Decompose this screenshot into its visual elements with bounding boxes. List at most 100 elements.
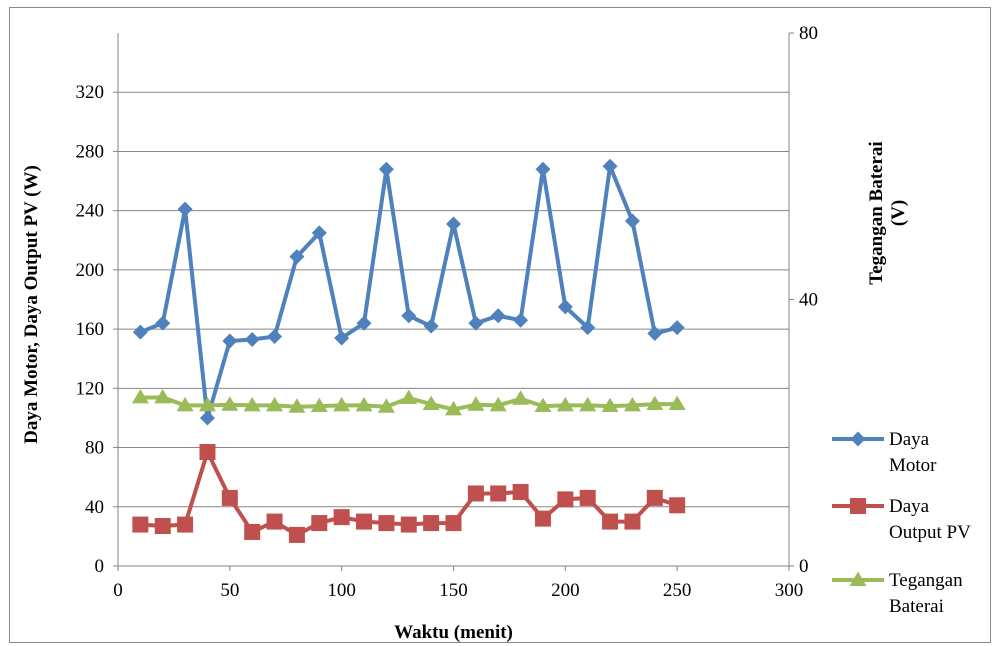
data-point-daya-motor xyxy=(423,318,439,334)
y-tick-label: 320 xyxy=(76,82,105,103)
data-point-tegangan-baterai xyxy=(646,395,664,411)
y-tick-label: 280 xyxy=(76,141,105,162)
data-point-daya-motor xyxy=(401,308,417,324)
legend-label-line: Baterai xyxy=(889,596,944,617)
x-tick-label: 50 xyxy=(220,580,239,601)
data-point-daya-motor xyxy=(378,161,394,177)
data-point-tegangan-baterai xyxy=(579,396,597,412)
x-tick-label: 150 xyxy=(439,580,468,601)
data-point-daya-motor xyxy=(267,329,283,345)
data-point-daya-output-pv xyxy=(154,518,171,535)
data-point-tegangan-baterai xyxy=(355,396,373,412)
legend-label-line: Tegangan xyxy=(889,570,963,591)
x-tick-label: 200 xyxy=(551,580,580,601)
legend-marker-tegangan-baterai xyxy=(849,571,867,586)
data-point-daya-motor xyxy=(490,308,506,324)
data-point-tegangan-baterai xyxy=(176,396,194,412)
legend-label-daya-motor: Daya Motor xyxy=(889,429,937,476)
series-line-daya-motor xyxy=(139,164,678,420)
data-point-tegangan-baterai xyxy=(445,400,462,416)
data-point-daya-output-pv xyxy=(534,510,551,527)
data-point-daya-output-pv xyxy=(467,485,484,502)
data-point-daya-output-pv xyxy=(288,526,305,543)
legend-marker-daya-motor xyxy=(850,431,866,447)
data-point-daya-output-pv xyxy=(512,483,529,500)
data-point-daya-output-pv xyxy=(333,509,350,526)
data-point-daya-motor xyxy=(199,410,215,426)
legend-label-line: Motor xyxy=(889,455,937,476)
data-point-daya-motor xyxy=(557,299,573,315)
data-point-tegangan-baterai xyxy=(601,397,619,413)
data-point-daya-output-pv xyxy=(400,516,417,533)
data-point-daya-output-pv xyxy=(199,443,216,460)
y-tick-label: 120 xyxy=(76,378,105,399)
data-point-tegangan-baterai xyxy=(400,389,418,405)
y2-tick-label: 0 xyxy=(799,556,809,577)
data-point-daya-output-pv xyxy=(356,513,373,530)
data-point-tegangan-baterai xyxy=(668,395,686,411)
data-point-daya-motor xyxy=(177,201,193,217)
data-point-daya-motor xyxy=(222,333,238,349)
y-tick-label: 40 xyxy=(85,497,104,518)
data-point-daya-motor xyxy=(334,330,350,346)
data-point-tegangan-baterai xyxy=(623,396,641,412)
x-axis-title: Waktu (menit) xyxy=(394,622,513,643)
data-point-tegangan-baterai xyxy=(221,396,239,411)
data-point-tegangan-baterai xyxy=(288,398,306,413)
x-tick-label: 250 xyxy=(663,580,692,601)
data-point-daya-motor xyxy=(468,315,484,331)
data-point-daya-output-pv xyxy=(624,513,641,530)
data-point-daya-output-pv xyxy=(378,515,395,532)
y2-axis-title: Tegangan Baterai(V) xyxy=(866,141,909,284)
data-point-daya-motor xyxy=(580,320,596,336)
data-point-daya-motor xyxy=(602,158,618,174)
data-point-daya-output-pv xyxy=(557,491,574,508)
x-tick-label: 300 xyxy=(775,580,804,601)
legend-label-daya-output-pv: Daya Output PV xyxy=(889,496,971,543)
data-point-daya-motor xyxy=(311,225,327,241)
data-point-tegangan-baterai xyxy=(534,397,552,413)
y-tick-label: 200 xyxy=(76,260,105,281)
data-point-tegangan-baterai xyxy=(198,396,216,412)
data-point-tegangan-baterai xyxy=(556,396,574,412)
y-tick-label: 80 xyxy=(85,438,104,459)
data-point-daya-motor xyxy=(647,326,663,342)
data-point-daya-motor xyxy=(669,320,685,336)
legend-label-line: Daya xyxy=(889,429,930,450)
data-point-tegangan-baterai xyxy=(310,397,328,413)
data-point-daya-output-pv xyxy=(132,516,149,533)
data-point-daya-motor xyxy=(356,315,372,331)
data-point-daya-output-pv xyxy=(445,515,462,532)
data-point-daya-output-pv xyxy=(221,489,238,506)
data-point-tegangan-baterai xyxy=(243,396,261,412)
data-point-tegangan-baterai xyxy=(489,396,507,412)
data-point-tegangan-baterai xyxy=(266,396,284,412)
data-point-daya-output-pv xyxy=(646,489,663,506)
legend-label-line: Daya xyxy=(889,496,930,517)
y2-tick-label: 80 xyxy=(799,23,818,44)
legend-label-tegangan-baterai: Tegangan Baterai xyxy=(889,570,963,617)
data-point-daya-motor xyxy=(155,315,171,331)
data-point-daya-motor xyxy=(624,213,640,229)
data-point-tegangan-baterai xyxy=(154,388,172,404)
data-point-daya-output-pv xyxy=(266,513,283,530)
data-point-daya-output-pv xyxy=(244,523,261,540)
legend-label-line: Output PV xyxy=(889,522,971,543)
y-tick-label: 240 xyxy=(76,201,105,222)
data-point-tegangan-baterai xyxy=(467,396,485,411)
data-point-tegangan-baterai xyxy=(512,390,530,405)
data-point-daya-output-pv xyxy=(602,513,619,530)
data-point-daya-output-pv xyxy=(311,515,328,532)
data-point-tegangan-baterai xyxy=(377,398,395,413)
data-point-daya-output-pv xyxy=(490,485,507,502)
data-point-daya-output-pv xyxy=(579,489,596,506)
y2-tick-label: 40 xyxy=(799,290,818,311)
y-tick-label: 160 xyxy=(76,319,105,340)
data-point-daya-motor xyxy=(446,216,461,232)
data-point-daya-output-pv xyxy=(423,515,440,532)
x-tick-label: 100 xyxy=(327,580,356,601)
y2-axis-title-line: Tegangan Baterai xyxy=(866,141,887,284)
x-tick-label: 0 xyxy=(113,580,123,601)
data-point-daya-output-pv xyxy=(177,516,194,533)
